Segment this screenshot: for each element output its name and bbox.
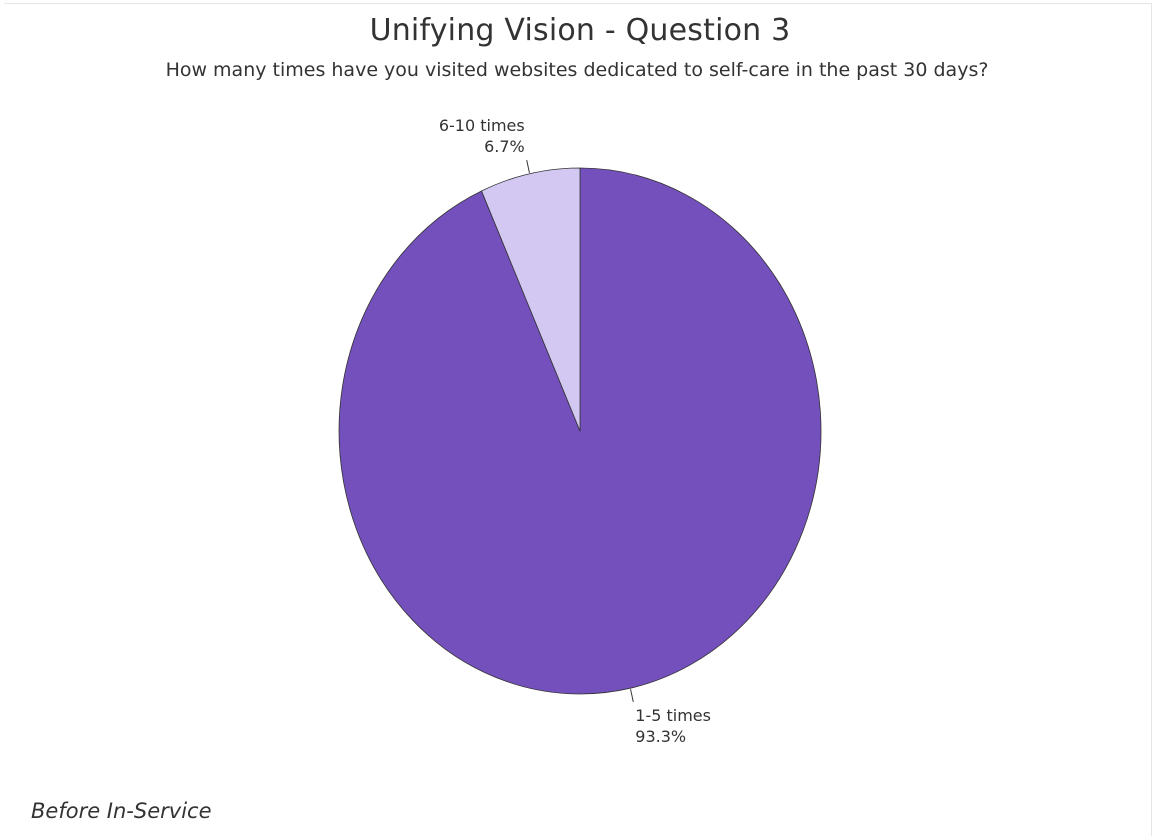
footnote: Before In-Service: [31, 799, 212, 823]
pie-data-labels: 1-5 times 93.3% 6-10 times 6.7%: [439, 116, 711, 746]
chart-subtitle: How many times have you visited websites…: [165, 59, 989, 81]
pie-slices: [338, 167, 822, 695]
data-label-value: 6.7%: [484, 137, 525, 156]
pie-slice-6-10-times: [481, 167, 581, 432]
data-label-category: 6-10 times: [439, 116, 525, 135]
chart-frame: [4, 3, 1152, 836]
data-label-category: 1-5 times: [635, 706, 711, 725]
leader-line: [526, 160, 530, 173]
data-label-value: 93.3%: [635, 727, 686, 746]
chart-title: Unifying Vision - Question 3: [369, 13, 791, 48]
leader-line: [630, 689, 634, 702]
